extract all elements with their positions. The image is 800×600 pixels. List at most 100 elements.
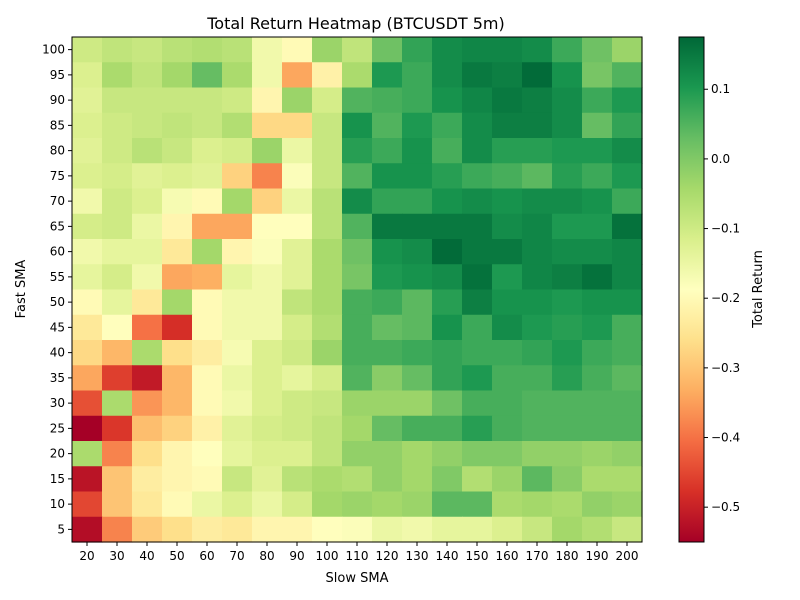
heatmap-cell bbox=[282, 138, 313, 164]
heatmap-cell bbox=[342, 112, 373, 139]
heatmap-cell bbox=[462, 390, 493, 417]
heatmap-cell bbox=[612, 112, 643, 139]
heatmap-cell bbox=[612, 491, 643, 518]
heatmap-cell bbox=[522, 491, 553, 518]
y-axis-ticks: 100 95 90 85 80 75 70 65 60 55 50 45 40 35 30 25 20 15 10 5 bbox=[42, 43, 72, 536]
heatmap-cell bbox=[102, 62, 133, 89]
heatmap-cell bbox=[102, 415, 133, 442]
heatmap-cell bbox=[282, 213, 313, 240]
heatmap-cell bbox=[552, 441, 583, 467]
heatmap-cell bbox=[372, 314, 403, 341]
heatmap-cell bbox=[372, 138, 403, 164]
heatmap-cell bbox=[342, 390, 373, 417]
heatmap-cell bbox=[162, 188, 193, 215]
heatmap-cell bbox=[372, 441, 403, 467]
chart-title: Total Return Heatmap (BTCUSDT 5m) bbox=[206, 14, 505, 33]
heatmap-cell bbox=[432, 289, 463, 316]
x-tick-label: 200 bbox=[616, 549, 639, 563]
heatmap-cell bbox=[552, 163, 583, 190]
heatmap-cell bbox=[402, 138, 433, 164]
heatmap-cell bbox=[162, 340, 193, 366]
heatmap-cell bbox=[372, 466, 403, 493]
heatmap-cell bbox=[312, 62, 343, 89]
heatmap-cell bbox=[132, 289, 163, 316]
heatmap-cell bbox=[252, 188, 283, 215]
heatmap-cell bbox=[432, 213, 463, 240]
heatmap-cell bbox=[192, 264, 223, 291]
heatmap-cell bbox=[312, 37, 343, 63]
heatmap-cell bbox=[252, 415, 283, 442]
heatmap-cell bbox=[522, 289, 553, 316]
heatmap-cell bbox=[402, 289, 433, 316]
heatmap-cell bbox=[432, 87, 463, 114]
heatmap-cell bbox=[462, 163, 493, 190]
heatmap-cell bbox=[192, 340, 223, 366]
heatmap-cell bbox=[132, 365, 163, 392]
heatmap-cell bbox=[582, 491, 613, 518]
heatmap-cell bbox=[132, 491, 163, 518]
heatmap-cell bbox=[552, 87, 583, 114]
heatmap-cell bbox=[192, 466, 223, 493]
heatmap-cell bbox=[582, 37, 613, 63]
heatmap-cell bbox=[612, 264, 643, 291]
heatmap-cell bbox=[72, 213, 103, 240]
heatmap-cell bbox=[492, 340, 523, 366]
heatmap-cell bbox=[582, 340, 613, 366]
heatmap-cell bbox=[312, 441, 343, 467]
heatmap-cell bbox=[222, 37, 253, 63]
heatmap-cell bbox=[552, 390, 583, 417]
heatmap-cell bbox=[522, 37, 553, 63]
heatmap-cell bbox=[162, 138, 193, 164]
x-tick-label: 110 bbox=[346, 549, 369, 563]
heatmap-cell bbox=[192, 138, 223, 164]
heatmap-cell bbox=[402, 239, 433, 265]
heatmap-cell bbox=[492, 138, 523, 164]
heatmap-cell bbox=[252, 239, 283, 265]
heatmap-cell bbox=[552, 289, 583, 316]
heatmap-cell bbox=[582, 390, 613, 417]
heatmap-cell bbox=[72, 516, 103, 543]
heatmap-cell bbox=[252, 340, 283, 366]
heatmap-cell bbox=[522, 112, 553, 139]
heatmap-cell bbox=[132, 466, 163, 493]
heatmap-cell bbox=[192, 516, 223, 543]
heatmap-cell bbox=[552, 365, 583, 392]
heatmap-cell bbox=[282, 289, 313, 316]
heatmap-cell bbox=[312, 188, 343, 215]
heatmap-cell bbox=[612, 138, 643, 164]
x-axis-label: Slow SMA bbox=[326, 571, 389, 586]
heatmap-cell bbox=[132, 390, 163, 417]
heatmap-cell bbox=[342, 340, 373, 366]
heatmap-cell bbox=[612, 87, 643, 114]
heatmap-cell bbox=[102, 441, 133, 467]
heatmap-cell bbox=[312, 516, 343, 543]
heatmap-cell bbox=[192, 390, 223, 417]
heatmap-cell bbox=[372, 213, 403, 240]
heatmap-cell bbox=[282, 188, 313, 215]
heatmap-cell bbox=[612, 441, 643, 467]
heatmap-cell bbox=[372, 340, 403, 366]
x-tick-label: 60 bbox=[199, 549, 214, 563]
heatmap-cell bbox=[402, 365, 433, 392]
y-tick-label: 95 bbox=[50, 68, 65, 82]
colorbar-tick-label: 0.1 bbox=[711, 82, 730, 96]
y-tick-label: 60 bbox=[50, 245, 65, 259]
heatmap-cell bbox=[492, 314, 523, 341]
heatmap-cell bbox=[252, 516, 283, 543]
heatmap-cell bbox=[462, 365, 493, 392]
heatmap-cell bbox=[552, 491, 583, 518]
heatmap-cell bbox=[522, 264, 553, 291]
heatmap-cell bbox=[522, 188, 553, 215]
heatmap-cell bbox=[582, 314, 613, 341]
heatmap-cell bbox=[162, 390, 193, 417]
heatmap-cell bbox=[252, 138, 283, 164]
heatmap-cell bbox=[342, 188, 373, 215]
heatmap-cell bbox=[252, 62, 283, 89]
heatmap-cell bbox=[582, 289, 613, 316]
heatmap-cell bbox=[282, 491, 313, 518]
heatmap-cell bbox=[342, 314, 373, 341]
heatmap-cell bbox=[612, 516, 643, 543]
heatmap-cell bbox=[162, 112, 193, 139]
heatmap-cell bbox=[252, 466, 283, 493]
heatmap-cell bbox=[462, 340, 493, 366]
